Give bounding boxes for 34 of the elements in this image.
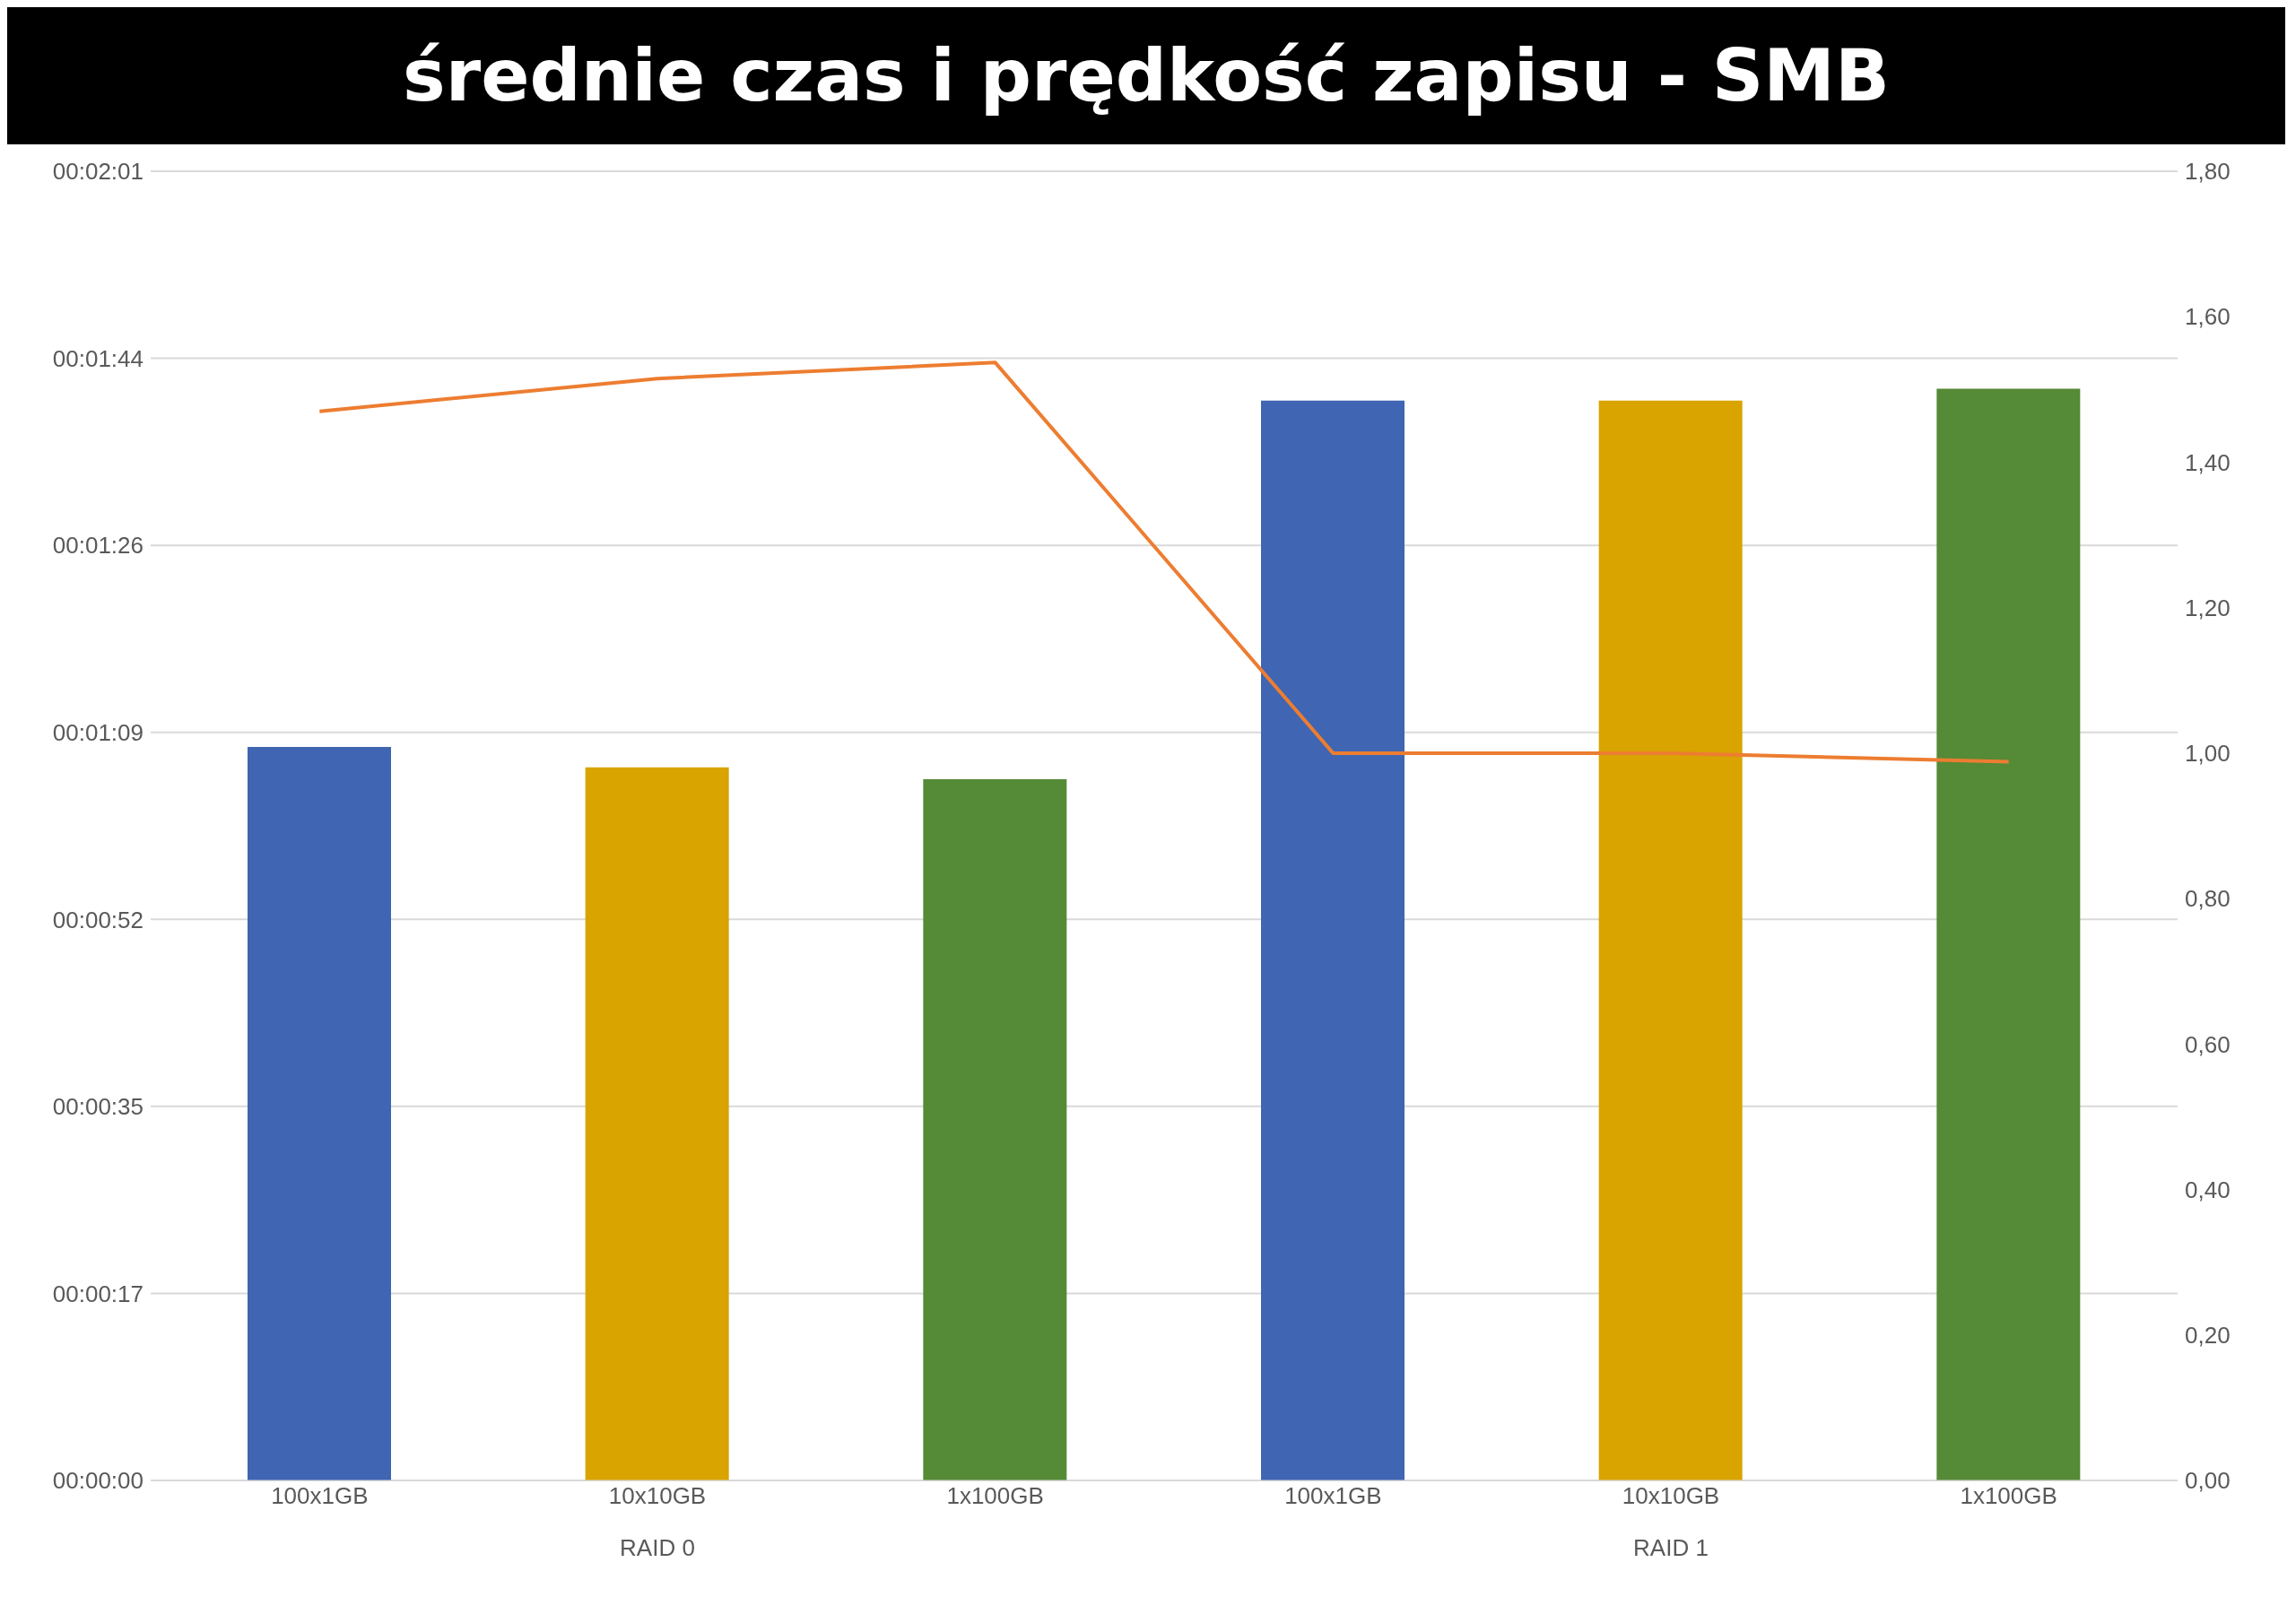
x-tick-label: 1x100GB — [946, 1482, 1044, 1510]
y2-tick-label: 1,40 — [2185, 448, 2231, 476]
bar — [1598, 400, 1743, 1480]
y-tick-label: 00:01:44 — [52, 344, 144, 372]
y-tick-label: 00:00:00 — [52, 1467, 144, 1495]
y-tick-label: 00:01:26 — [52, 532, 144, 560]
y2-tick-label: 1,00 — [2185, 740, 2231, 768]
y2-tick-label: 0,80 — [2185, 885, 2231, 913]
x-tick-label: 100x1GB — [271, 1482, 369, 1510]
x-tick-label: 100x1GB — [1284, 1482, 1382, 1510]
x-tick-label: 1x100GB — [1960, 1482, 2057, 1510]
x-tick-label: 10x10GB — [608, 1482, 707, 1510]
y2-tick-label: 0,20 — [2185, 1322, 2231, 1350]
y2-tick-label: 1,80 — [2185, 158, 2231, 186]
text: RAID 0 — [619, 1534, 696, 1562]
y2-tick-label: 0,60 — [2185, 1030, 2231, 1058]
x-tick-label: 10x10GB — [1622, 1482, 1720, 1510]
bar — [923, 779, 1067, 1480]
bar — [585, 767, 729, 1480]
y-tick-label: 00:01:09 — [52, 718, 144, 746]
chart-title: średnie czas i prędkość zapisu - SMB — [7, 7, 2285, 144]
text: RAID 1 — [1632, 1534, 1709, 1562]
y-tick-label: 00:02:01 — [52, 158, 144, 186]
y2-tick-label: 0,00 — [2185, 1467, 2231, 1495]
y-tick-label: 00:00:35 — [52, 1093, 144, 1121]
y-tick-label: 00:00:17 — [52, 1280, 144, 1307]
bar — [1261, 400, 1405, 1480]
y-tick-label: 00:00:52 — [52, 906, 144, 933]
y2-tick-label: 0,40 — [2185, 1176, 2231, 1203]
y2-tick-label: 1,60 — [2185, 303, 2231, 331]
y2-tick-label: 1,20 — [2185, 594, 2231, 621]
line-series — [317, 360, 2011, 764]
bar — [248, 746, 391, 1480]
bar — [1936, 388, 2081, 1480]
